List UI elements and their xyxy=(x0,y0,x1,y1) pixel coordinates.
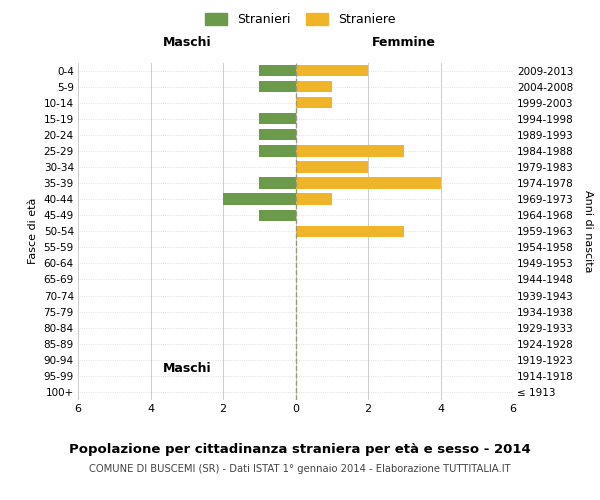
Bar xyxy=(296,97,332,108)
Bar xyxy=(296,162,368,172)
Text: COMUNE DI BUSCEMI (SR) - Dati ISTAT 1° gennaio 2014 - Elaborazione TUTTITALIA.IT: COMUNE DI BUSCEMI (SR) - Dati ISTAT 1° g… xyxy=(89,464,511,474)
Text: Popolazione per cittadinanza straniera per età e sesso - 2014: Popolazione per cittadinanza straniera p… xyxy=(69,442,531,456)
Bar xyxy=(296,194,332,204)
Bar xyxy=(259,178,296,188)
Bar xyxy=(296,178,440,188)
Text: Maschi: Maschi xyxy=(163,36,211,49)
Bar xyxy=(296,65,368,76)
Bar xyxy=(296,81,332,92)
Bar xyxy=(259,65,296,76)
Bar xyxy=(259,81,296,92)
Bar xyxy=(296,146,404,156)
Text: Maschi: Maschi xyxy=(163,362,211,375)
Bar xyxy=(259,146,296,156)
Bar xyxy=(223,194,296,204)
Legend: Stranieri, Straniere: Stranieri, Straniere xyxy=(201,8,399,30)
Bar xyxy=(259,210,296,221)
Bar xyxy=(296,226,404,237)
Y-axis label: Anni di nascita: Anni di nascita xyxy=(583,190,593,272)
Bar xyxy=(259,113,296,124)
Text: Femmine: Femmine xyxy=(372,36,436,49)
Y-axis label: Fasce di età: Fasce di età xyxy=(28,198,38,264)
Bar xyxy=(259,129,296,140)
